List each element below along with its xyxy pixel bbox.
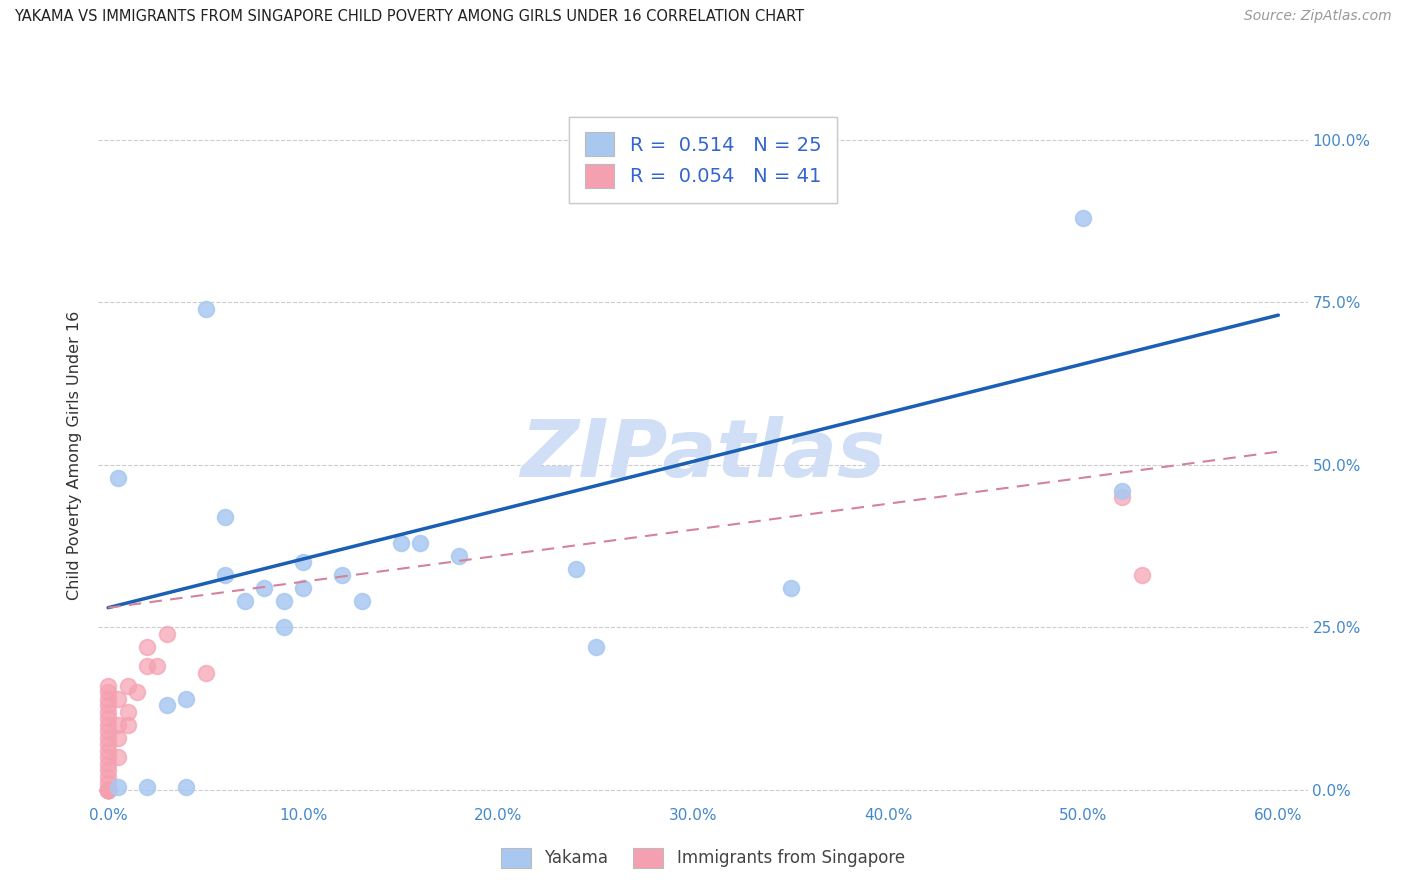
Legend: R =  0.514   N = 25, R =  0.054   N = 41: R = 0.514 N = 25, R = 0.054 N = 41 bbox=[569, 117, 837, 203]
Point bbox=[214, 568, 236, 582]
Point bbox=[156, 626, 179, 640]
Point bbox=[136, 640, 159, 654]
Point bbox=[156, 698, 179, 713]
Point bbox=[1111, 490, 1133, 504]
Point bbox=[97, 724, 120, 739]
Point bbox=[292, 581, 315, 595]
Point bbox=[97, 782, 120, 797]
Point bbox=[97, 750, 120, 764]
Point bbox=[97, 782, 120, 797]
Point bbox=[97, 782, 120, 797]
Point bbox=[107, 731, 129, 745]
Point bbox=[389, 535, 412, 549]
Point bbox=[194, 301, 217, 316]
Point bbox=[97, 782, 120, 797]
Point bbox=[107, 780, 129, 794]
Point bbox=[1130, 568, 1153, 582]
Point bbox=[97, 770, 120, 784]
Text: YAKAMA VS IMMIGRANTS FROM SINGAPORE CHILD POVERTY AMONG GIRLS UNDER 16 CORRELATI: YAKAMA VS IMMIGRANTS FROM SINGAPORE CHIL… bbox=[14, 9, 804, 24]
Point bbox=[127, 685, 149, 699]
Point bbox=[97, 782, 120, 797]
Point bbox=[97, 782, 120, 797]
Point bbox=[97, 685, 120, 699]
Point bbox=[97, 679, 120, 693]
Point bbox=[146, 659, 169, 673]
Point bbox=[1071, 211, 1094, 225]
Point bbox=[97, 705, 120, 719]
Point bbox=[97, 718, 120, 732]
Point bbox=[97, 737, 120, 751]
Point bbox=[107, 691, 129, 706]
Point bbox=[585, 640, 607, 654]
Point bbox=[107, 471, 129, 485]
Point bbox=[97, 782, 120, 797]
Point bbox=[97, 764, 120, 778]
Point bbox=[292, 555, 315, 569]
Point bbox=[1111, 483, 1133, 498]
Point bbox=[273, 594, 295, 608]
Text: ZIPatlas: ZIPatlas bbox=[520, 416, 886, 494]
Point bbox=[97, 691, 120, 706]
Point bbox=[233, 594, 256, 608]
Point bbox=[97, 698, 120, 713]
Text: Source: ZipAtlas.com: Source: ZipAtlas.com bbox=[1244, 9, 1392, 23]
Point bbox=[97, 731, 120, 745]
Point bbox=[565, 562, 588, 576]
Point bbox=[97, 782, 120, 797]
Point bbox=[97, 776, 120, 790]
Point bbox=[117, 705, 139, 719]
Point bbox=[97, 782, 120, 797]
Point bbox=[409, 535, 432, 549]
Point bbox=[273, 620, 295, 634]
Point bbox=[214, 509, 236, 524]
Point bbox=[97, 756, 120, 771]
Point bbox=[449, 549, 471, 563]
Point bbox=[117, 679, 139, 693]
Point bbox=[174, 780, 197, 794]
Point bbox=[117, 718, 139, 732]
Point bbox=[97, 782, 120, 797]
Y-axis label: Child Poverty Among Girls Under 16: Child Poverty Among Girls Under 16 bbox=[66, 310, 82, 599]
Point bbox=[253, 581, 276, 595]
Point bbox=[174, 691, 197, 706]
Point bbox=[350, 594, 373, 608]
Point bbox=[136, 659, 159, 673]
Point bbox=[779, 581, 801, 595]
Point bbox=[330, 568, 353, 582]
Point bbox=[107, 718, 129, 732]
Point bbox=[97, 744, 120, 758]
Legend: Yakama, Immigrants from Singapore: Yakama, Immigrants from Singapore bbox=[495, 841, 911, 875]
Point bbox=[136, 780, 159, 794]
Point bbox=[97, 711, 120, 725]
Point bbox=[194, 665, 217, 680]
Point bbox=[107, 750, 129, 764]
